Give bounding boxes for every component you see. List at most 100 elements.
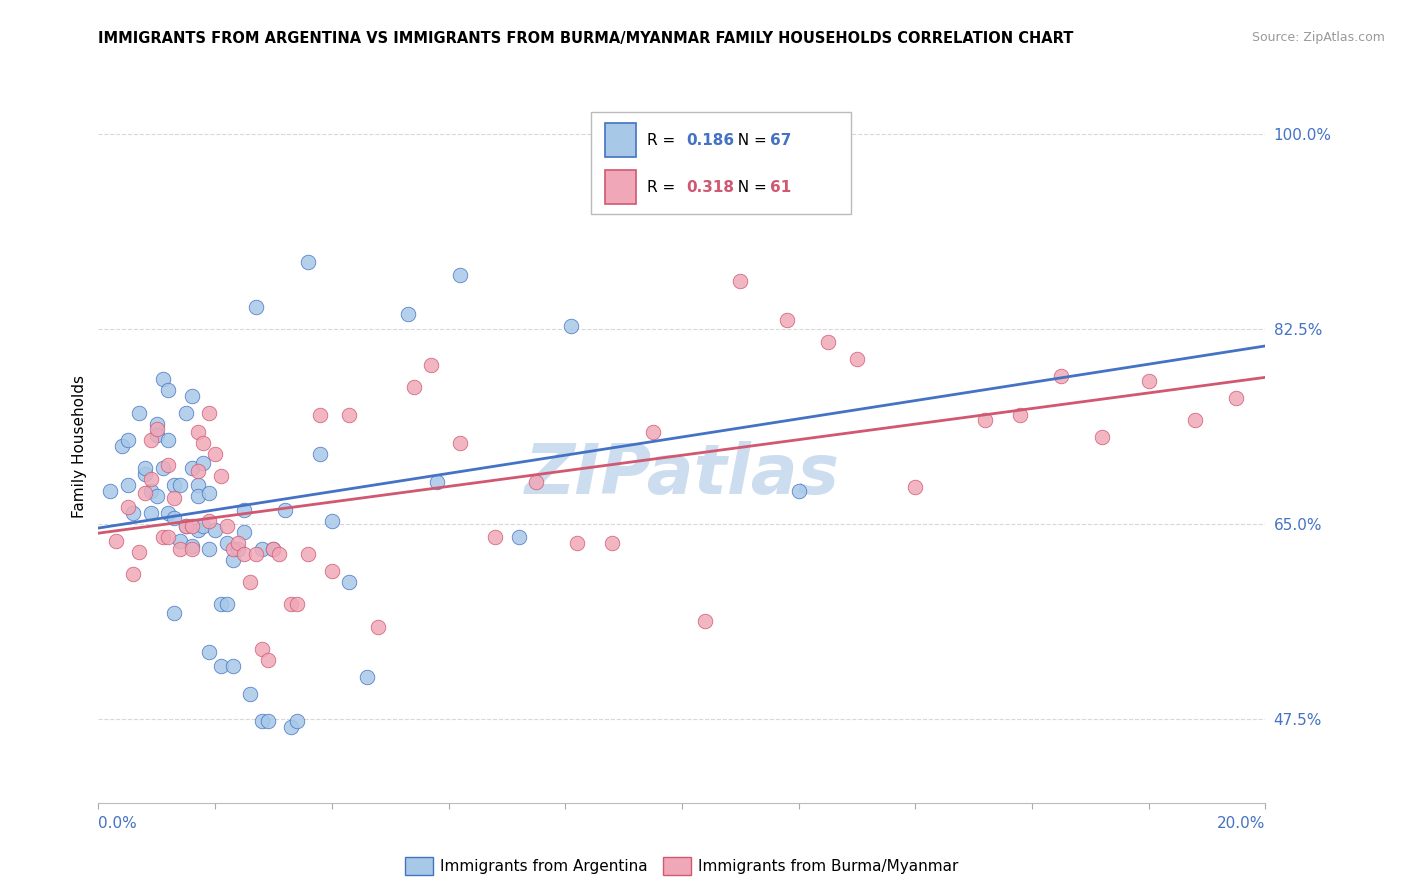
Point bbox=[122, 506, 145, 520]
Point bbox=[139, 434, 162, 448]
Point bbox=[233, 502, 256, 516]
Text: N =: N = bbox=[728, 180, 772, 194]
Point bbox=[321, 564, 343, 578]
Point bbox=[426, 475, 449, 489]
Point bbox=[845, 351, 868, 366]
Point bbox=[146, 422, 169, 436]
Point bbox=[169, 541, 191, 556]
Point bbox=[228, 541, 250, 556]
Point bbox=[367, 619, 389, 633]
Point bbox=[215, 598, 238, 612]
Point bbox=[146, 417, 169, 431]
Text: Source: ZipAtlas.com: Source: ZipAtlas.com bbox=[1251, 31, 1385, 45]
Point bbox=[157, 384, 180, 398]
Point bbox=[198, 514, 221, 528]
Point bbox=[600, 536, 623, 550]
Point bbox=[449, 268, 471, 283]
Point bbox=[297, 255, 319, 269]
Point bbox=[337, 408, 360, 422]
Point bbox=[262, 541, 284, 556]
Point bbox=[256, 653, 278, 667]
Point bbox=[180, 461, 202, 475]
Point bbox=[198, 541, 221, 556]
Point bbox=[174, 519, 197, 533]
Point bbox=[285, 598, 308, 612]
Text: N =: N = bbox=[728, 133, 772, 147]
Point bbox=[402, 380, 425, 394]
Point bbox=[728, 274, 751, 288]
Text: 0.318: 0.318 bbox=[686, 180, 734, 194]
Point bbox=[695, 614, 717, 628]
Point bbox=[174, 405, 197, 420]
Point bbox=[1137, 375, 1160, 389]
Text: R =: R = bbox=[647, 133, 681, 147]
Point bbox=[245, 300, 267, 314]
Point bbox=[152, 372, 174, 386]
Point bbox=[187, 425, 209, 439]
Point bbox=[309, 447, 332, 461]
Point bbox=[337, 575, 360, 590]
Point bbox=[157, 506, 180, 520]
Point bbox=[221, 658, 243, 673]
Point bbox=[139, 506, 162, 520]
Point bbox=[321, 514, 343, 528]
Point bbox=[221, 553, 243, 567]
Point bbox=[280, 720, 302, 734]
Point bbox=[163, 491, 186, 506]
Point bbox=[245, 547, 267, 561]
Point bbox=[111, 439, 134, 453]
Point bbox=[193, 519, 215, 533]
Text: 61: 61 bbox=[770, 180, 792, 194]
Point bbox=[204, 523, 226, 537]
Point bbox=[647, 199, 669, 213]
Point bbox=[228, 536, 250, 550]
Point bbox=[187, 489, 209, 503]
Y-axis label: Family Households: Family Households bbox=[72, 375, 87, 517]
Point bbox=[285, 714, 308, 729]
Text: 0.0%: 0.0% bbox=[98, 816, 138, 831]
Point bbox=[204, 447, 226, 461]
Point bbox=[157, 530, 180, 544]
Point bbox=[163, 511, 186, 525]
Point bbox=[198, 645, 221, 659]
Point bbox=[169, 478, 191, 492]
Point bbox=[134, 461, 156, 475]
Point bbox=[484, 530, 506, 544]
Text: R =: R = bbox=[647, 180, 681, 194]
Point bbox=[309, 408, 332, 422]
Point bbox=[215, 536, 238, 550]
Point bbox=[221, 541, 243, 556]
Point bbox=[128, 545, 150, 559]
Point bbox=[280, 598, 302, 612]
Point bbox=[776, 313, 799, 327]
Point bbox=[117, 500, 139, 515]
Point bbox=[297, 547, 319, 561]
Point bbox=[209, 598, 232, 612]
Point bbox=[396, 307, 419, 322]
Point bbox=[146, 489, 169, 503]
Point bbox=[139, 483, 162, 498]
Text: 20.0%: 20.0% bbox=[1218, 816, 1265, 831]
Point bbox=[817, 335, 839, 350]
Point bbox=[974, 413, 997, 427]
Point bbox=[187, 478, 209, 492]
Point bbox=[565, 536, 588, 550]
Point bbox=[163, 607, 186, 621]
Point bbox=[180, 541, 202, 556]
Point bbox=[1184, 413, 1206, 427]
Point bbox=[117, 434, 139, 448]
Point bbox=[524, 475, 547, 489]
Point bbox=[122, 567, 145, 582]
Text: IMMIGRANTS FROM ARGENTINA VS IMMIGRANTS FROM BURMA/MYANMAR FAMILY HOUSEHOLDS COR: IMMIGRANTS FROM ARGENTINA VS IMMIGRANTS … bbox=[98, 31, 1074, 46]
Point bbox=[1091, 430, 1114, 444]
Point bbox=[134, 485, 156, 500]
Point bbox=[180, 519, 202, 533]
Point bbox=[128, 405, 150, 420]
Point bbox=[98, 483, 121, 498]
Point bbox=[233, 524, 256, 539]
Point bbox=[239, 575, 262, 590]
Point bbox=[174, 519, 197, 533]
Point bbox=[508, 530, 530, 544]
Point bbox=[134, 467, 156, 481]
Point bbox=[356, 670, 378, 684]
